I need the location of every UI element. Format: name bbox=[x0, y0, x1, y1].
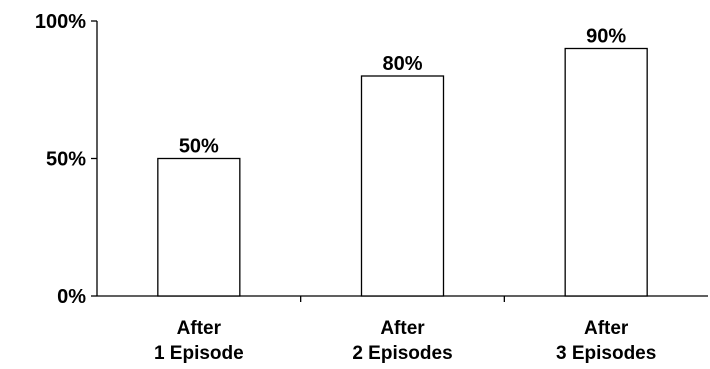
x-tick-label: After bbox=[177, 318, 222, 339]
y-tick-label: 100% bbox=[35, 11, 86, 33]
y-tick-label: 0% bbox=[57, 286, 86, 308]
x-tick-label: After bbox=[584, 318, 629, 339]
x-axis bbox=[97, 295, 708, 302]
y-axis: 0% 50% 100% bbox=[35, 11, 98, 308]
data-label: 80% bbox=[382, 53, 422, 75]
bars bbox=[157, 47, 648, 297]
bar bbox=[157, 157, 241, 297]
data-label: 50% bbox=[179, 136, 219, 158]
y-tick-label: 50% bbox=[46, 149, 86, 171]
x-tick-label: 1 Episode bbox=[154, 343, 244, 364]
x-tick-labels: After 1 Episode After 2 Episodes After 3 Epis… bbox=[154, 318, 656, 364]
x-tick-label: 2 Episodes bbox=[352, 343, 452, 364]
data-label: 90% bbox=[586, 26, 626, 48]
x-tick-label: After bbox=[380, 318, 425, 339]
bar bbox=[564, 47, 648, 297]
data-labels: 50% 80% 90% bbox=[179, 26, 627, 158]
x-tick-label: 3 Episodes bbox=[556, 343, 656, 364]
bar bbox=[360, 75, 445, 297]
